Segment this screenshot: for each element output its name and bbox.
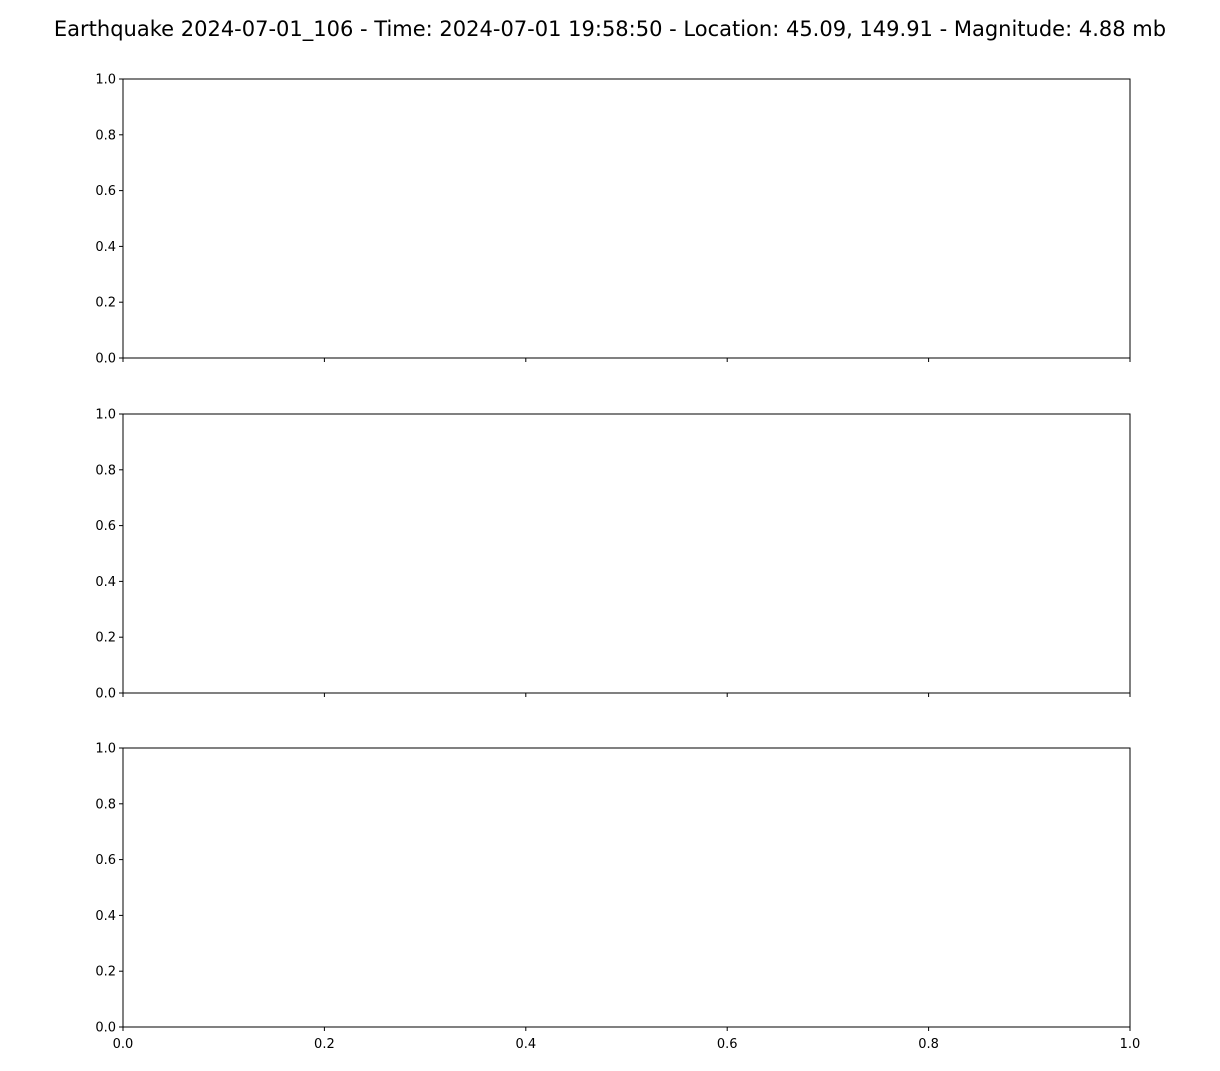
y-tick-label: 0.6 xyxy=(95,519,116,534)
x-tick-label: 0.8 xyxy=(918,1037,939,1052)
axes-panel-1: 0.0 0.2 0.4 0.6 0.8 1.0 xyxy=(95,73,1131,367)
y-tick-label: 0.6 xyxy=(95,184,116,199)
y-tick-label: 0.0 xyxy=(95,687,116,702)
y-tick-label: 0.8 xyxy=(95,797,116,812)
x-tick-label: 0.6 xyxy=(717,1037,738,1052)
figure-title: Earthquake 2024-07-01_106 - Time: 2024-0… xyxy=(54,17,1166,42)
axes-frame xyxy=(122,78,1131,359)
axes-container: 0.00.20.40.60.81.00.00.20.40.60.81.00.00… xyxy=(95,73,1140,1053)
y-tick-label: 0.2 xyxy=(95,296,116,311)
y-tick-label: 0.2 xyxy=(95,631,116,646)
y-tick-label: 0.8 xyxy=(95,463,116,478)
axes-panel-3: 0.0 0.2 0.4 0.6 0.8 1.0 0.0 0.2 0.4 0.6 0.8 1.0 xyxy=(95,742,1140,1053)
y-tick-label: 0.4 xyxy=(95,575,116,590)
y-tick-label: 0.0 xyxy=(95,352,116,367)
axes-frame xyxy=(122,747,1131,1028)
axes-panel-2: 0.0 0.2 0.4 0.6 0.8 1.0 xyxy=(95,408,1131,702)
x-tick-label: 1.0 xyxy=(1120,1037,1141,1052)
y-tick-label: 0.0 xyxy=(95,1021,116,1036)
y-tick-label: 0.4 xyxy=(95,909,116,924)
y-tick-label: 0.8 xyxy=(95,128,116,143)
y-tick-label: 0.2 xyxy=(95,965,116,980)
x-tick-label: 0.0 xyxy=(113,1037,134,1052)
y-tick-label: 1.0 xyxy=(95,408,116,423)
x-tick-label: 0.2 xyxy=(314,1037,335,1052)
y-tick-label: 0.4 xyxy=(95,240,116,255)
x-tick-label: 0.4 xyxy=(515,1037,536,1052)
y-tick-label: 0.6 xyxy=(95,853,116,868)
axes-frame xyxy=(122,413,1131,694)
y-tick-label: 1.0 xyxy=(95,742,116,757)
y-tick-label: 1.0 xyxy=(95,73,116,88)
